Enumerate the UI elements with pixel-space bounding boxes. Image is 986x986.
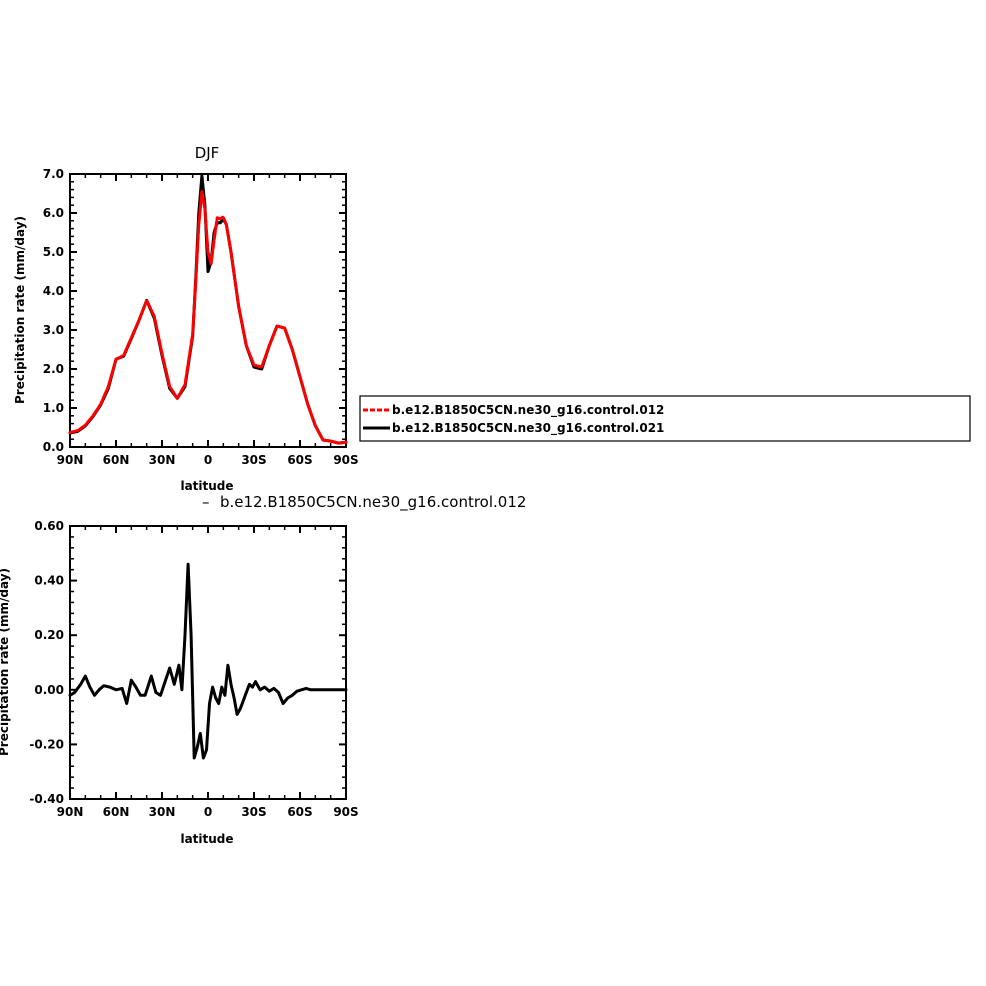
bottom-x-tick-label: 30S [241,805,266,819]
bottom-x-tick-label: 30N [149,805,176,819]
bottom-x-tick-label: 0 [204,805,212,819]
top-y-tick-label: 0.0 [43,440,64,454]
legend: b.e12.B1850C5CN.ne30_g16.control.012 b.e… [359,395,971,442]
top-x-tick-label: 60N [103,453,130,467]
top-x-axis-label: latitude [180,479,233,493]
bottom-y-tick-label: 0.60 [34,519,64,533]
top-x-tick-label: 60S [287,453,312,467]
bottom-x-tick-label: 60S [287,805,312,819]
bottom-plot-area: 90N 60N 30N 0 30S 60S 90S -0.40 -0.20 0.00 0.20 0.4… [29,519,358,819]
top-series-line-1 [68,174,348,445]
bottom-plot-frame [69,525,347,800]
bottom-y-tick-label: -0.20 [29,737,64,751]
bottom-y-axis-label: Precipitation rate (mm/day) [0,568,11,756]
top-plot-area: 90N 60N 30N 0 30S 60S 90S 0.0 1.0 2.0 3.0 4.0 5.0 6.0… [43,167,359,467]
bottom-y-tick-label: 0.20 [34,628,64,642]
top-y-axis-label: Precipitation rate (mm/day) [13,216,27,404]
top-y-tick-label: 2.0 [43,362,64,376]
top-y-tick-label: 3.0 [43,323,64,337]
bottom-x-tick-label: 90N [57,805,84,819]
legend-entry-021: b.e12.B1850C5CN.ne30_g16.control.021 [392,421,664,436]
top-y-tick-label: 1.0 [43,401,64,415]
top-chart-title: DJF [195,144,220,162]
top-y-tick-label: 6.0 [43,206,64,220]
bottom-chart-title: b.e12.B1850C5CN.ne30_g16.control.012 [220,493,526,512]
top-x-tick-label: 30S [241,453,266,467]
bottom-x-tick-label: 90S [333,805,358,819]
bottom-chart-title-prefix: – [202,493,210,511]
bottom-y-tick-label: 0.40 [34,574,64,588]
legend-entry-012: b.e12.B1850C5CN.ne30_g16.control.012 [392,403,664,418]
top-y-tick-label: 7.0 [43,167,64,181]
top-x-tick-label: 90N [57,453,84,467]
top-x-tick-label: 90S [333,453,358,467]
bottom-y-tick-label: -0.40 [29,792,64,806]
bottom-series-line-0 [68,562,348,760]
top-x-tick-label: 0 [204,453,212,467]
top-series-line-0 [68,190,348,445]
top-y-tick-label: 4.0 [43,284,64,298]
top-x-tick-label: 30N [149,453,176,467]
bottom-y-tick-label: 0.00 [34,683,64,697]
bottom-x-axis-label: latitude [180,832,233,846]
legend-box [359,395,971,442]
top-plot-frame [69,173,347,448]
top-y-tick-label: 5.0 [43,245,64,259]
bottom-x-tick-label: 60N [103,805,130,819]
